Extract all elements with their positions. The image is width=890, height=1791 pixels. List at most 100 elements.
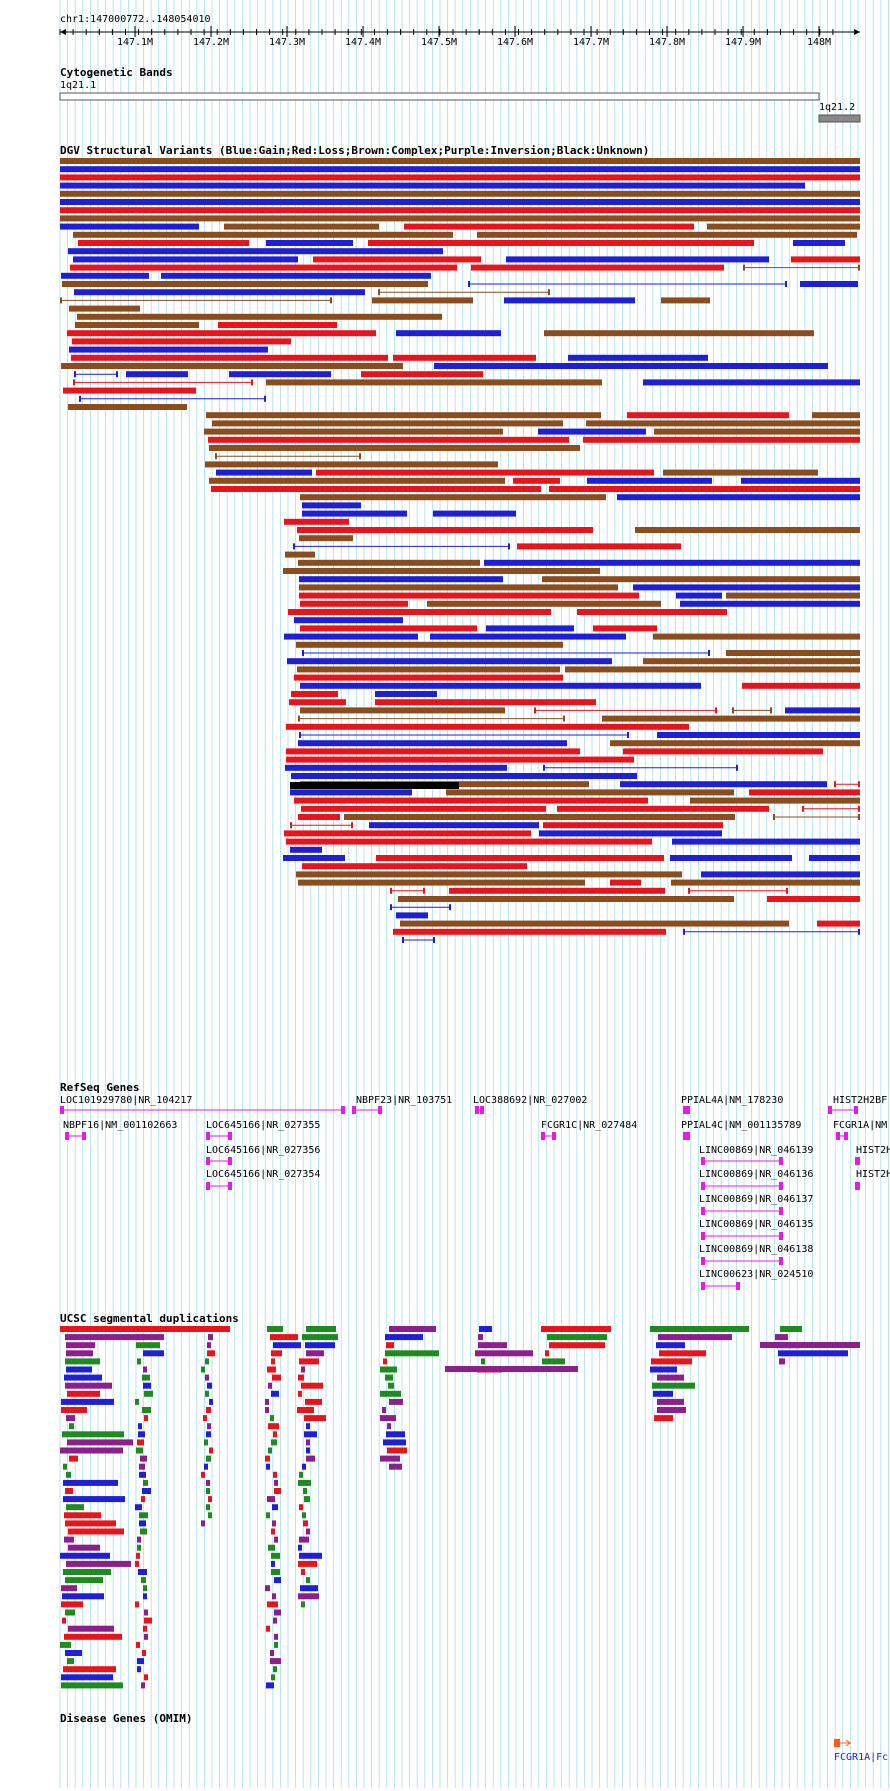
- dgv-variant-end[interactable]: [770, 707, 772, 714]
- segdup-block[interactable]: [139, 1512, 148, 1519]
- dgv-variant[interactable]: [296, 641, 563, 648]
- dgv-variant-end[interactable]: [264, 395, 266, 402]
- segdup-block[interactable]: [140, 1455, 147, 1462]
- dgv-variant-end[interactable]: [736, 764, 738, 771]
- dgv-variant-end[interactable]: [60, 297, 62, 304]
- segdup-block[interactable]: [65, 1382, 112, 1389]
- dgv-variant[interactable]: [209, 445, 580, 451]
- dgv-variant-end[interactable]: [73, 379, 75, 386]
- segdup-block[interactable]: [299, 1471, 303, 1478]
- segdup-block[interactable]: [205, 1358, 209, 1365]
- dgv-variant-end[interactable]: [708, 650, 710, 656]
- dgv-variant[interactable]: [205, 461, 498, 468]
- dgv-variant-end[interactable]: [302, 650, 304, 656]
- dgv-variant[interactable]: [404, 223, 694, 230]
- gene-exon[interactable]: [686, 1106, 690, 1114]
- segdup-block[interactable]: [63, 1479, 118, 1486]
- dgv-variant[interactable]: [290, 846, 322, 853]
- segdup-block[interactable]: [383, 1358, 387, 1365]
- segdup-block[interactable]: [207, 1382, 212, 1389]
- dgv-variant[interactable]: [538, 428, 646, 435]
- segdup-block[interactable]: [389, 1326, 436, 1332]
- dgv-variant[interactable]: [477, 231, 857, 238]
- dgv-variant[interactable]: [61, 272, 149, 279]
- dgv-variant[interactable]: [617, 494, 860, 501]
- segdup-block[interactable]: [137, 1544, 141, 1551]
- gene-exon[interactable]: [65, 1132, 69, 1140]
- segdup-block[interactable]: [271, 1390, 279, 1397]
- dgv-variant-end[interactable]: [543, 764, 545, 771]
- dgv-variant[interactable]: [726, 592, 860, 599]
- segdup-track[interactable]: [60, 1326, 860, 1689]
- dgv-variant[interactable]: [73, 256, 298, 263]
- dgv-variant[interactable]: [288, 609, 551, 615]
- gene-label[interactable]: LOC645166|NR_027354: [206, 1169, 321, 1180]
- segdup-block[interactable]: [303, 1520, 308, 1527]
- segdup-block[interactable]: [66, 1415, 75, 1422]
- segdup-block[interactable]: [274, 1609, 281, 1616]
- gene-label[interactable]: LINC00869|NR_046137: [699, 1194, 814, 1205]
- segdup-block[interactable]: [66, 1366, 92, 1373]
- segdup-block[interactable]: [386, 1342, 394, 1349]
- dgv-variant[interactable]: [299, 535, 353, 542]
- dgv-variant[interactable]: [294, 674, 563, 681]
- dgv-variant[interactable]: [294, 617, 403, 624]
- dgv-variant[interactable]: [361, 371, 483, 378]
- dgv-variant-end[interactable]: [786, 887, 788, 894]
- segdup-block[interactable]: [67, 1658, 74, 1665]
- gene-exon[interactable]: [378, 1106, 382, 1114]
- dgv-variant-end[interactable]: [330, 297, 332, 304]
- cytoband-1q21-2[interactable]: [818, 114, 861, 123]
- dgv-variant[interactable]: [286, 838, 652, 845]
- segdup-track-title[interactable]: UCSC segmental duplications: [60, 1312, 239, 1325]
- gene-label[interactable]: LINC00869|NR_046138: [699, 1244, 814, 1255]
- segdup-block[interactable]: [62, 1593, 104, 1600]
- segdup-block[interactable]: [61, 1674, 113, 1681]
- dgv-variant[interactable]: [680, 600, 860, 607]
- segdup-block[interactable]: [205, 1374, 209, 1381]
- dgv-variant[interactable]: [61, 363, 403, 369]
- segdup-block[interactable]: [650, 1326, 749, 1332]
- dgv-variant-end[interactable]: [251, 379, 253, 386]
- dgv-variant[interactable]: [400, 920, 789, 927]
- dgv-variant[interactable]: [643, 658, 860, 665]
- segdup-block[interactable]: [478, 1334, 483, 1341]
- segdup-block[interactable]: [389, 1463, 402, 1470]
- segdup-block[interactable]: [68, 1528, 124, 1535]
- segdup-block[interactable]: [306, 1455, 315, 1462]
- segdup-block[interactable]: [271, 1560, 275, 1567]
- segdup-block[interactable]: [265, 1407, 269, 1413]
- dgv-variant[interactable]: [286, 748, 580, 755]
- segdup-block[interactable]: [271, 1439, 277, 1446]
- segdup-block[interactable]: [135, 1398, 139, 1405]
- segdup-block[interactable]: [143, 1382, 151, 1389]
- dgv-variant-end[interactable]: [215, 453, 217, 460]
- segdup-block[interactable]: [62, 1431, 124, 1438]
- gene-label[interactable]: FCGR1C|NR_027484: [541, 1120, 638, 1131]
- segdup-block[interactable]: [273, 1431, 277, 1438]
- dgv-variant[interactable]: [586, 420, 860, 427]
- dgv-variant[interactable]: [283, 855, 345, 861]
- segdup-block[interactable]: [388, 1382, 394, 1389]
- dgv-variant[interactable]: [300, 625, 477, 632]
- dgv-variant[interactable]: [568, 354, 708, 361]
- dgv-variant[interactable]: [60, 207, 860, 214]
- segdup-block[interactable]: [273, 1342, 301, 1349]
- dgv-variant[interactable]: [749, 789, 860, 796]
- segdup-block[interactable]: [654, 1415, 673, 1422]
- segdup-block[interactable]: [478, 1342, 507, 1349]
- gene-exon[interactable]: [779, 1182, 783, 1190]
- segdup-block[interactable]: [380, 1455, 400, 1462]
- segdup-block[interactable]: [64, 1633, 122, 1640]
- dgv-track-title[interactable]: DGV Structural Variants (Blue:Gain;Red:L…: [60, 144, 650, 157]
- dgv-variant[interactable]: [296, 871, 682, 878]
- segdup-block[interactable]: [137, 1658, 144, 1665]
- dgv-variant[interactable]: [298, 740, 567, 747]
- segdup-block[interactable]: [272, 1520, 276, 1527]
- gene-exon[interactable]: [701, 1282, 705, 1290]
- segdup-block[interactable]: [299, 1552, 322, 1559]
- dgv-variant[interactable]: [557, 805, 769, 812]
- dgv-variant[interactable]: [60, 158, 860, 164]
- gene-exon[interactable]: [206, 1157, 210, 1165]
- segdup-block[interactable]: [382, 1407, 386, 1413]
